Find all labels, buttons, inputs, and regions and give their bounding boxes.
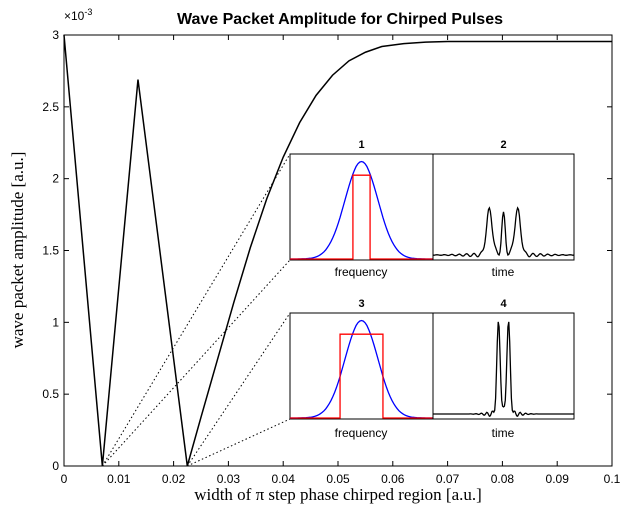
x-tick-label: 0.04	[272, 472, 296, 486]
connector-line	[101, 259, 291, 467]
y-tick-label: 1	[52, 315, 59, 329]
inset-xlabel: frequency	[335, 265, 388, 279]
y-tick-label: 3	[52, 28, 59, 42]
series-line	[63, 34, 612, 467]
time-signal	[433, 206, 574, 258]
inset-frame	[432, 153, 575, 261]
x-axis-label: width of π step phase chirped region [a.…	[194, 485, 482, 504]
y-tick-label: 2.5	[42, 100, 59, 114]
connector-line	[186, 312, 291, 467]
x-tick-label: 0.06	[381, 472, 405, 486]
x-tick-label: 0.05	[326, 472, 350, 486]
inset-frame	[289, 312, 434, 420]
inset-panel-2: 2 time	[432, 139, 575, 279]
inset-xlabel: time	[492, 426, 515, 440]
gaussian-spectrum	[290, 160, 433, 260]
inset-connector-lines	[101, 153, 291, 467]
x-tick-label: 0.1	[604, 472, 621, 486]
y-exponent-base: ×10	[64, 9, 85, 23]
inset-panel-4: 4 time	[432, 298, 575, 440]
inset-title: 2	[500, 139, 506, 151]
inset-frame	[432, 312, 575, 420]
chart-title: Wave Packet Amplitude for Chirped Pulses	[177, 11, 503, 28]
x-tick-label: 0.08	[491, 472, 515, 486]
insets: 1 frequency 2 time 3 frequency 4 time	[289, 139, 575, 440]
connector-line	[101, 153, 291, 467]
inset-xlabel: frequency	[335, 426, 388, 440]
gaussian-spectrum	[290, 319, 433, 419]
inset-panel-3: 3 frequency	[289, 298, 434, 440]
x-tick-label: 0.09	[546, 472, 570, 486]
window-rect	[290, 333, 433, 419]
y-axis-label: wave packet amplitude [a.u.]	[8, 152, 27, 349]
x-tick-label: 0	[61, 472, 68, 486]
time-signal	[433, 321, 574, 417]
x-tick-label: 0.07	[436, 472, 460, 486]
y-tick-label: 2	[52, 172, 59, 186]
inset-panel-1: 1 frequency	[289, 139, 434, 279]
y-tick-label: 1.5	[42, 244, 59, 258]
y-tick-label: 0	[52, 459, 59, 473]
x-tick-label: 0.02	[162, 472, 186, 486]
inset-title: 1	[358, 139, 364, 151]
inset-xlabel: time	[492, 265, 515, 279]
y-tick-label: 0.5	[42, 387, 59, 401]
connector-line	[187, 418, 291, 467]
y-exponent-label: ×10-3	[64, 7, 92, 23]
window-rect	[290, 174, 433, 260]
x-tick-label: 0.03	[217, 472, 241, 486]
y-axis: 0 0.5 1 1.5 2 2.5 3	[42, 28, 612, 473]
inset-title: 4	[500, 298, 507, 310]
x-tick-label: 0.01	[107, 472, 131, 486]
inset-title: 3	[358, 298, 364, 310]
y-exponent-power: -3	[84, 7, 92, 17]
inset-frame	[289, 153, 434, 261]
